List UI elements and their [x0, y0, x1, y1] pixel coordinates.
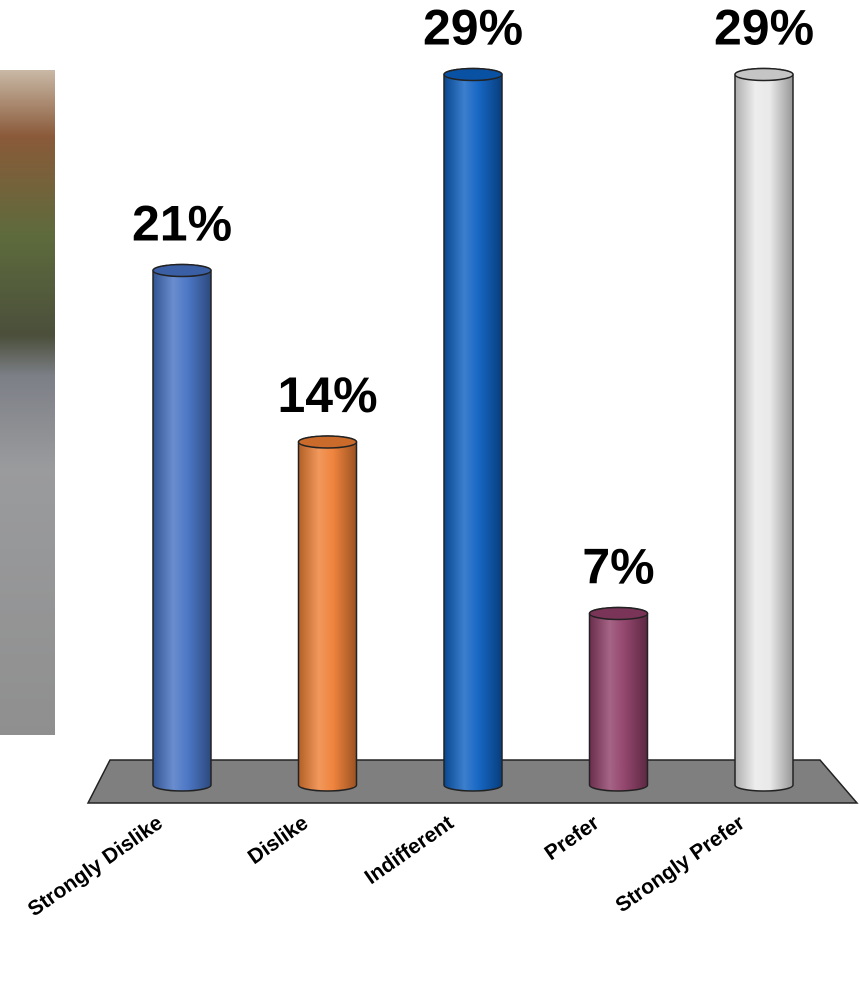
bar-cap	[588, 606, 649, 621]
bar-cap	[152, 263, 212, 278]
background-photo	[0, 70, 55, 735]
value-label: 7%	[582, 539, 654, 595]
x-tick-label: Strongly Dislike	[24, 811, 167, 921]
bar	[588, 606, 649, 792]
bar	[443, 67, 503, 792]
bar	[297, 435, 358, 792]
x-tick-label: Strongly Prefer	[611, 811, 748, 917]
x-tick-label: Dislike	[244, 811, 313, 869]
value-label: 29%	[714, 0, 814, 56]
bar-cap	[443, 67, 503, 82]
bar-cap	[297, 435, 358, 449]
x-tick-label: Indifferent	[361, 811, 458, 889]
bar	[734, 67, 794, 792]
value-label: 21%	[132, 196, 232, 252]
bar-cap	[734, 67, 794, 82]
x-tick-label: Prefer	[540, 811, 603, 865]
bar	[152, 263, 212, 792]
value-label: 29%	[423, 0, 523, 56]
value-label: 14%	[277, 367, 377, 423]
